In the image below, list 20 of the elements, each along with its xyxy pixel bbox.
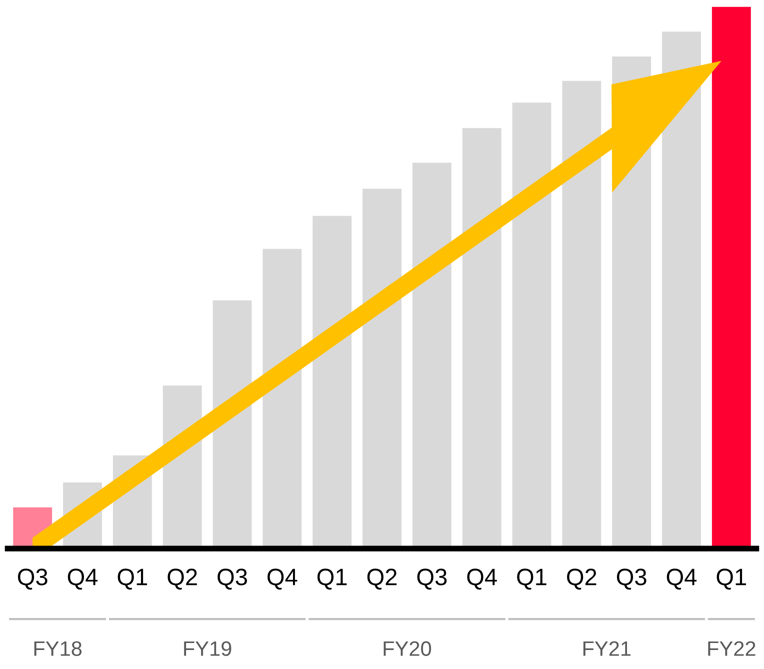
- text: FY18: [34, 641, 82, 656]
- text: FY21: [583, 641, 630, 656]
- text: FY20: [384, 641, 432, 656]
- x-tick-label: Q3: [218, 568, 247, 590]
- x-tick-label: Q3: [616, 568, 646, 590]
- x-tick-label: Q4: [268, 568, 298, 590]
- x-tick-label: Q4: [68, 568, 98, 590]
- x-tick-label: Q1: [517, 568, 546, 590]
- x-tick-label: Q2: [367, 568, 397, 590]
- x-tick-label: Q1: [716, 568, 746, 590]
- x-tick-label: Q1: [317, 568, 347, 590]
- x-tick-label: Q2: [168, 568, 197, 590]
- x-tick-label: Q2: [567, 568, 596, 590]
- x-tick-label: Q1: [118, 568, 148, 590]
- text: FY22: [708, 641, 756, 656]
- x-tick-label: Q4: [467, 568, 497, 590]
- text: FY19: [184, 641, 232, 656]
- x-tick-label: Q3: [18, 568, 48, 590]
- x-tick-label: Q3: [417, 568, 447, 590]
- x-tick-label: Q4: [666, 568, 697, 590]
